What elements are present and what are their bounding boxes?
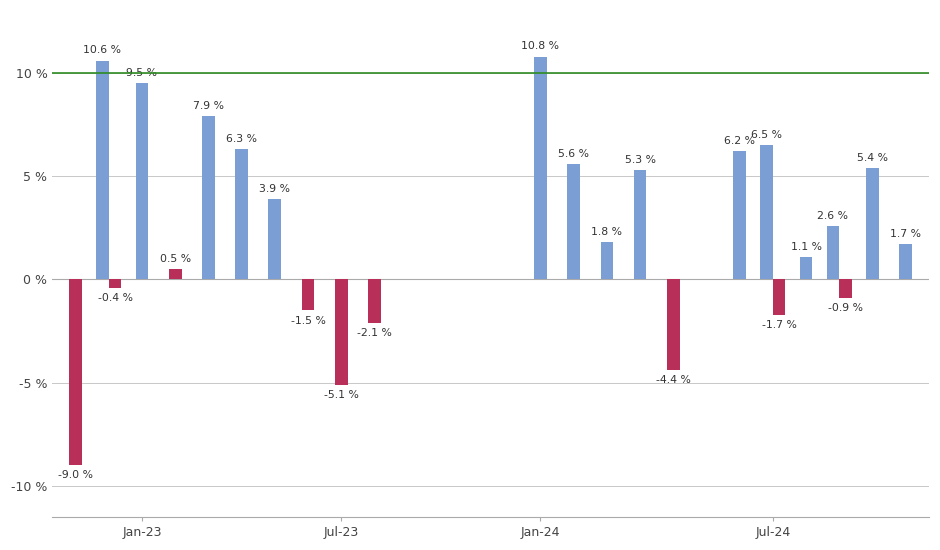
Text: 6.3 %: 6.3 % <box>227 134 258 144</box>
Bar <box>773 279 786 315</box>
Bar <box>826 226 839 279</box>
Bar <box>568 164 580 279</box>
Bar <box>800 257 812 279</box>
Text: 5.3 %: 5.3 % <box>624 155 655 165</box>
Bar <box>302 279 314 310</box>
Bar <box>135 84 149 279</box>
Text: -9.0 %: -9.0 % <box>58 470 93 480</box>
Text: -2.1 %: -2.1 % <box>357 328 392 338</box>
Text: 10.6 %: 10.6 % <box>84 46 121 56</box>
Text: 6.5 %: 6.5 % <box>751 130 782 140</box>
Text: 3.9 %: 3.9 % <box>259 184 290 194</box>
Text: -0.4 %: -0.4 % <box>98 293 133 303</box>
Text: 1.8 %: 1.8 % <box>591 227 622 237</box>
Text: 5.4 %: 5.4 % <box>857 153 888 163</box>
Bar <box>235 150 248 279</box>
Text: -4.4 %: -4.4 % <box>656 376 691 386</box>
Bar <box>601 243 613 279</box>
Text: 6.2 %: 6.2 % <box>724 136 755 146</box>
Bar <box>368 279 381 323</box>
Text: -1.5 %: -1.5 % <box>290 316 325 326</box>
Text: 0.5 %: 0.5 % <box>160 254 191 264</box>
Text: 1.7 %: 1.7 % <box>890 229 921 239</box>
Bar <box>866 168 879 279</box>
Text: 10.8 %: 10.8 % <box>522 41 559 51</box>
Bar <box>96 60 109 279</box>
Bar <box>269 199 281 279</box>
Text: 7.9 %: 7.9 % <box>193 101 224 111</box>
Text: -0.9 %: -0.9 % <box>828 303 863 313</box>
Text: 5.6 %: 5.6 % <box>558 148 589 159</box>
Bar <box>335 279 348 385</box>
Text: 9.5 %: 9.5 % <box>127 68 158 78</box>
Text: -5.1 %: -5.1 % <box>323 390 359 400</box>
Bar <box>70 279 82 465</box>
Bar <box>900 244 912 279</box>
Bar <box>534 57 547 279</box>
Text: 1.1 %: 1.1 % <box>791 241 822 251</box>
Bar <box>760 145 773 279</box>
Bar <box>666 279 680 370</box>
Text: -1.7 %: -1.7 % <box>761 320 796 329</box>
Bar <box>733 151 746 279</box>
Bar <box>839 279 852 298</box>
Bar <box>634 170 647 279</box>
Text: 2.6 %: 2.6 % <box>818 211 849 221</box>
Bar <box>169 269 181 279</box>
Bar <box>202 117 214 279</box>
Bar <box>109 279 121 288</box>
